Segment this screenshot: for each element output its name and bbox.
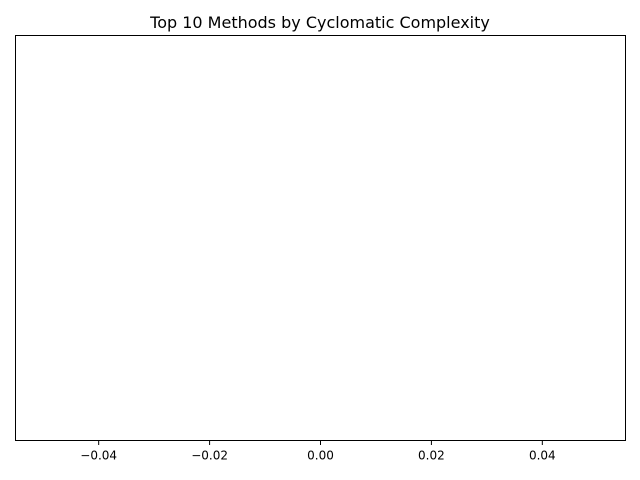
chart-title: Top 10 Methods by Cyclomatic Complexity	[149, 13, 490, 32]
x-axis: −0.04 −0.02 0.00 0.02 0.04	[80, 440, 556, 463]
x-tick-label: −0.02	[191, 449, 228, 463]
x-tick-label: 0.02	[418, 449, 445, 463]
x-tick-label: 0.00	[307, 449, 334, 463]
x-tick-label: 0.04	[529, 449, 556, 463]
x-tick-label: −0.04	[80, 449, 117, 463]
